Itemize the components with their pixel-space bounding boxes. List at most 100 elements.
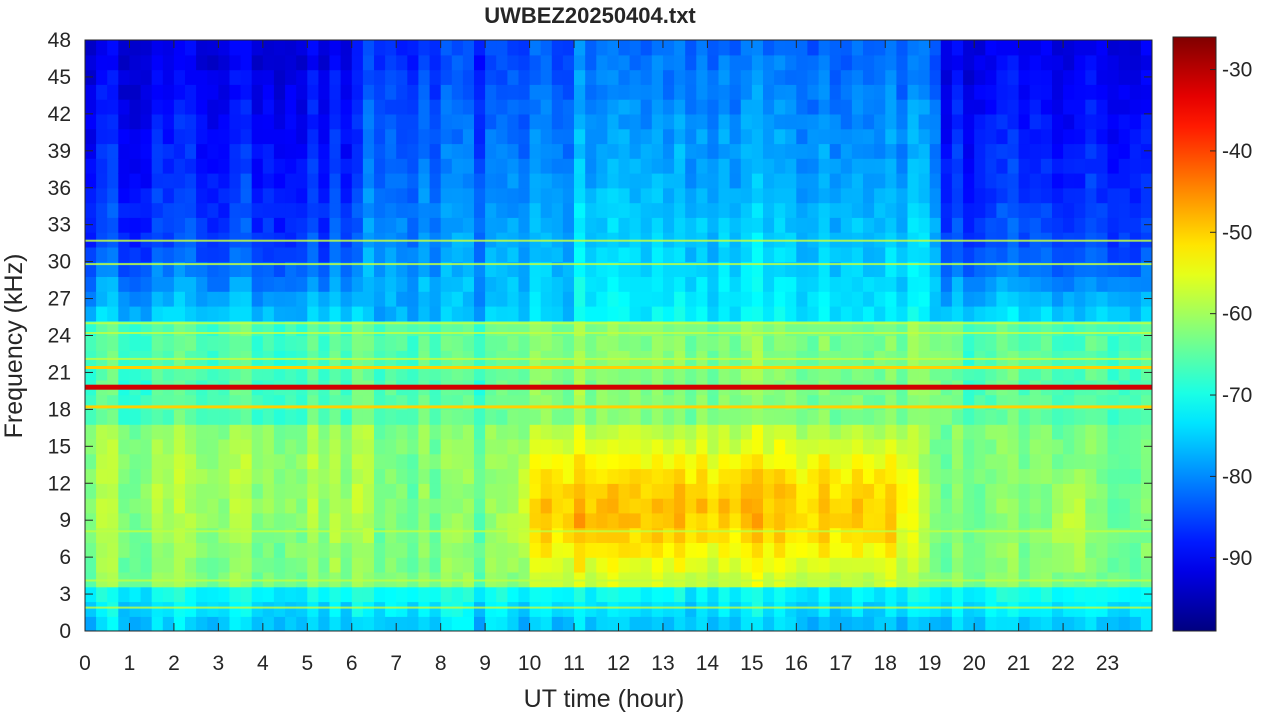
heatmap-cell <box>1085 246 1097 263</box>
heatmap-cell <box>207 512 219 529</box>
heatmap-cell <box>218 542 231 558</box>
heatmap-cell <box>1118 409 1131 425</box>
heatmap-cell <box>440 143 453 159</box>
colorbar-ticks: -90-80-70-60-50-40-30 <box>1210 59 1252 570</box>
heatmap-cell <box>362 438 375 455</box>
heatmap-cell <box>996 483 1009 499</box>
heatmap-cell <box>629 586 642 603</box>
heatmap-cell <box>118 542 130 558</box>
heatmap-cell <box>162 616 175 631</box>
heatmap-cell <box>162 291 175 307</box>
heatmap-cell <box>918 616 931 631</box>
heatmap-cell <box>196 187 208 204</box>
heatmap-cell <box>740 512 753 529</box>
heatmap-cell <box>207 320 219 337</box>
heatmap-cell <box>151 586 164 603</box>
heatmap-cell <box>963 261 975 277</box>
heatmap-cell <box>462 542 475 558</box>
heatmap-cell <box>440 291 453 307</box>
heatmap-cell <box>907 69 920 85</box>
x-tick-label: 15 <box>740 652 763 675</box>
heatmap-cell <box>940 320 953 337</box>
heatmap-cell <box>218 187 231 204</box>
heatmap-cell <box>562 202 575 218</box>
heatmap-cell <box>907 246 920 263</box>
heatmap-cell <box>540 335 553 351</box>
heatmap-cell <box>729 616 742 631</box>
heatmap-cell <box>185 84 197 100</box>
heatmap-cell <box>296 113 308 130</box>
heatmap-cell <box>685 438 697 455</box>
heatmap-cell <box>451 335 464 351</box>
heatmap-cell <box>474 601 486 617</box>
heatmap-cell <box>774 54 786 71</box>
heatmap-cell <box>518 424 531 440</box>
heatmap-cell <box>651 335 664 351</box>
heatmap-cell <box>518 616 531 631</box>
heatmap-cell <box>707 394 720 410</box>
heatmap-cell <box>696 438 708 455</box>
heatmap-cell <box>674 542 686 558</box>
heatmap-cell <box>840 409 853 425</box>
heatmap-cell <box>207 128 219 145</box>
heatmap-cell <box>763 586 775 603</box>
heatmap-cell <box>818 512 831 529</box>
heatmap-cell <box>218 468 231 484</box>
heatmap-cell <box>974 438 986 455</box>
heatmap-cell <box>485 335 497 351</box>
heatmap-cell <box>96 158 108 174</box>
heatmap-cell <box>985 616 997 631</box>
heatmap-cell <box>351 557 364 573</box>
heatmap-cell <box>618 187 631 204</box>
heatmap-cell <box>518 84 531 100</box>
heatmap-cell <box>385 217 397 233</box>
heatmap-cell <box>496 202 508 218</box>
heatmap-cell <box>629 84 642 100</box>
heatmap-cell <box>585 468 597 484</box>
heatmap-cell <box>318 483 331 499</box>
heatmap-cell <box>840 84 853 100</box>
heatmap-cell <box>551 335 564 351</box>
heatmap-cell <box>185 601 197 617</box>
heatmap-cell <box>863 468 875 484</box>
heatmap-cell <box>629 498 642 514</box>
heatmap-cell <box>929 601 942 617</box>
heatmap-cell <box>107 217 119 233</box>
heatmap-cell <box>429 512 442 529</box>
heatmap-cell <box>562 438 575 455</box>
heatmap-cell <box>896 158 909 174</box>
heatmap-cell <box>1107 320 1120 337</box>
heatmap-cell <box>518 143 531 159</box>
heatmap-cell <box>718 113 731 130</box>
heatmap-cell <box>796 143 808 159</box>
heatmap-cell <box>1096 438 1109 455</box>
heatmap-cell <box>1107 468 1120 484</box>
heatmap-cell <box>874 409 886 425</box>
heatmap-cell <box>196 173 208 189</box>
x-tick-label: 8 <box>435 652 447 675</box>
heatmap-cell <box>640 335 653 351</box>
heatmap-cell <box>763 542 775 558</box>
heatmap-cell <box>307 335 319 351</box>
heatmap-cell <box>907 527 920 543</box>
heatmap-cell <box>1018 438 1031 455</box>
heatmap-cell <box>396 424 408 440</box>
heatmap-cell <box>429 128 442 145</box>
heatmap-cell <box>285 542 297 558</box>
heatmap-cell <box>1096 601 1109 617</box>
heatmap-cell <box>585 438 597 455</box>
heatmap-cell <box>996 527 1009 543</box>
heatmap-cell <box>173 84 186 100</box>
heatmap-cell <box>618 498 631 514</box>
heatmap-cell <box>262 99 275 115</box>
heatmap-cell <box>574 394 586 410</box>
heatmap-cell <box>162 468 175 484</box>
heatmap-cell <box>896 394 909 410</box>
heatmap-cell <box>529 394 542 410</box>
heatmap-cell <box>285 54 297 71</box>
heatmap-cell <box>96 113 108 130</box>
heatmap-cell <box>618 365 631 381</box>
heatmap-cell <box>940 527 953 543</box>
heatmap-cell <box>374 54 386 71</box>
